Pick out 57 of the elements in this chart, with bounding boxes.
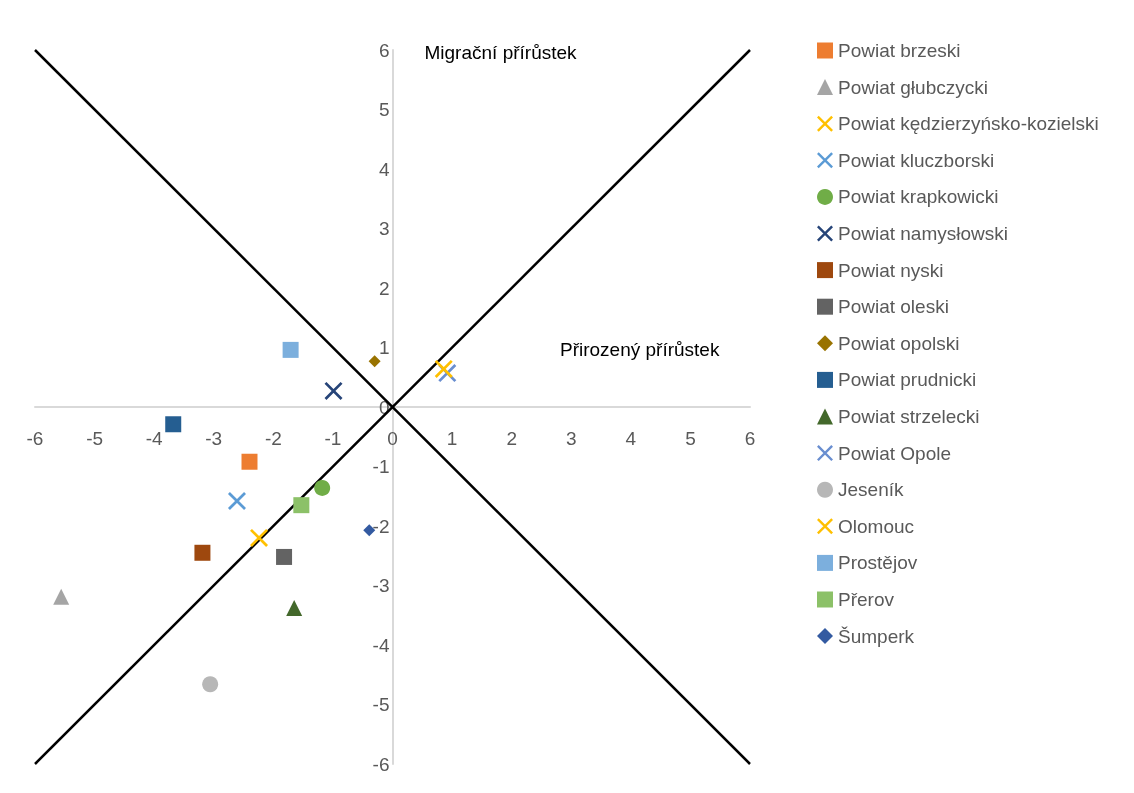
x-axis-title: Přirozený přírůstek — [560, 339, 720, 360]
point — [434, 359, 453, 378]
legend-label: Přerov — [838, 589, 895, 610]
x-tick-label: 2 — [506, 428, 517, 449]
x-tick-label: -2 — [264, 428, 282, 449]
x-tick-label: 5 — [685, 428, 696, 449]
point — [324, 381, 343, 400]
point — [194, 544, 211, 561]
point — [53, 588, 70, 605]
x-tick-label: -3 — [205, 428, 223, 449]
y-tick-label: -5 — [372, 694, 390, 715]
point — [165, 416, 182, 433]
legend-label: Powiat nyski — [838, 259, 944, 281]
point — [314, 479, 331, 496]
point — [293, 497, 310, 514]
y-tick-label: 5 — [378, 99, 390, 120]
y-tick-label: -1 — [372, 456, 390, 477]
legend-label: Prostějov — [838, 552, 918, 574]
legend-label: Powiat oleski — [838, 296, 949, 318]
legend-label: Powiat prudnicki — [838, 369, 977, 391]
y-tick-label: -2 — [372, 515, 390, 537]
point — [276, 548, 293, 565]
y-tick-label: 6 — [378, 39, 390, 61]
legend-label: Powiat namysłowski — [838, 223, 1008, 244]
legend-label: Powiat brzeski — [838, 40, 961, 61]
y-tick-label: -3 — [372, 575, 390, 596]
legend-label: Powiat kluczborski — [838, 149, 995, 171]
point — [286, 600, 303, 617]
legend-label: Powiat opolski — [838, 332, 960, 354]
x-tick-label: 3 — [565, 428, 577, 449]
point — [202, 676, 219, 693]
x-tick-label: 6 — [744, 428, 756, 449]
point — [241, 453, 258, 470]
legend-label: Šumperk — [838, 625, 915, 647]
y-tick-label: 3 — [378, 218, 390, 239]
legend-label: Powiat Opole — [838, 442, 952, 464]
x-tick-label: -6 — [26, 428, 44, 449]
y-tick-label: 1 — [378, 337, 390, 358]
legend-label: Powiat kędzierzyńsko-kozielski — [838, 113, 1099, 135]
legend-label: Jeseník — [838, 479, 904, 501]
y-tick-label: -4 — [372, 634, 390, 656]
legend-label: Powiat głubczycki — [838, 76, 988, 98]
point — [282, 341, 299, 358]
point — [368, 355, 381, 368]
y-axis-title: Migrační přírůstek — [424, 42, 578, 63]
x-tick-label: -5 — [86, 428, 104, 449]
x-tick-label: -4 — [145, 428, 164, 449]
x-tick-label: 1 — [446, 428, 458, 449]
legend-label: Powiat krapkowicki — [838, 186, 999, 208]
y-tick-label: 4 — [378, 158, 390, 180]
y-tick-label: -6 — [372, 753, 390, 775]
point — [250, 528, 269, 547]
legend-label: Olomouc — [838, 515, 915, 537]
x-tick-label: -1 — [324, 428, 342, 449]
legend-label: Powiat strzelecki — [838, 406, 980, 427]
x-tick-label: 4 — [625, 428, 637, 449]
y-tick-label: 2 — [378, 277, 390, 299]
